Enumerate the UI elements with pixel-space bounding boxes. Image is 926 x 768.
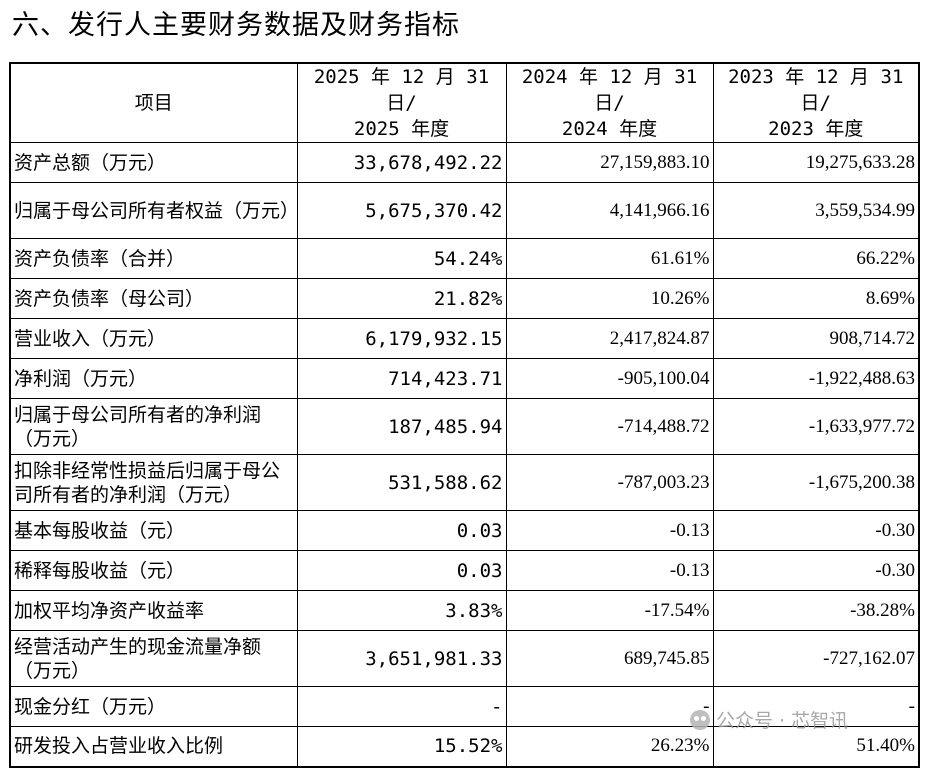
table-row: 归属于母公司所有者权益（万元） 5,675,370.42 4,141,966.1… (9, 182, 920, 239)
value-2024: 26.23% (505, 726, 714, 767)
row-label: 归属于母公司所有者权益（万元） (9, 182, 298, 239)
table-row: 资产负债率（合并） 54.24% 61.61% 66.22% (9, 238, 920, 279)
header-2024-line1: 2024 年 12 月 31 日/ (521, 66, 698, 114)
value-2024: -905,100.04 (505, 358, 714, 399)
header-item: 项目 (9, 62, 298, 143)
header-2024-line2: 2024 年度 (561, 118, 658, 140)
value-2024: 689,745.85 (505, 630, 714, 687)
value-2025: 21.82% (296, 278, 507, 319)
row-label: 经营活动产生的现金流量净额（万元） (9, 630, 298, 687)
header-2025: 2025 年 12 月 31 日/ 2025 年度 (296, 62, 507, 143)
watermark-text: 公众号 · 芯智讯 (716, 710, 849, 732)
value-2025: 531,588.62 (296, 454, 507, 511)
value-2025: 0.03 (296, 550, 507, 591)
table-row: 加权平均净资产收益率 3.83% -17.54% -38.28% (9, 590, 920, 631)
financial-data-table: 项目 2025 年 12 月 31 日/ 2025 年度 2024 年 12 月… (9, 62, 920, 768)
watermark: 公众号 · 芯智讯 (690, 706, 848, 733)
table-row: 营业收入（万元） 6,179,932.15 2,417,824.87 908,7… (9, 318, 920, 359)
table-row: 基本每股收益（元） 0.03 -0.13 -0.30 (9, 510, 920, 551)
table-row: 扣除非经常性损益后归属于母公司所有者的净利润（万元） 531,588.62 -7… (9, 454, 920, 511)
header-2024: 2024 年 12 月 31 日/ 2024 年度 (505, 62, 714, 143)
value-2024: -0.13 (505, 550, 714, 591)
table-row: 资产负债率（母公司） 21.82% 10.26% 8.69% (9, 278, 920, 319)
row-label: 资产负债率（合并） (9, 238, 298, 279)
header-2023: 2023 年 12 月 31 日/ 2023 年度 (712, 62, 920, 143)
value-2023: -1,675,200.38 (712, 454, 920, 511)
value-2025: 714,423.71 (296, 358, 507, 399)
value-2023: -0.30 (712, 550, 920, 591)
header-2023-line2: 2023 年度 (768, 118, 864, 140)
value-2025: 187,485.94 (296, 398, 507, 455)
row-label: 资产负债率（母公司） (9, 278, 298, 319)
row-label: 基本每股收益（元） (9, 510, 298, 551)
value-2024: -17.54% (505, 590, 714, 631)
value-2024: - (505, 686, 714, 727)
section-title: 六、发行人主要财务数据及财务指标 (12, 10, 460, 41)
row-label: 扣除非经常性损益后归属于母公司所有者的净利润（万元） (9, 454, 298, 511)
header-2025-line1: 2025 年 12 月 31 日/ (313, 66, 490, 114)
value-2023: -0.30 (712, 510, 920, 551)
value-2025: 3,651,981.33 (296, 630, 507, 687)
value-2023: -727,162.07 (712, 630, 920, 687)
table-header-row: 项目 2025 年 12 月 31 日/ 2025 年度 2024 年 12 月… (9, 62, 920, 143)
row-label: 归属于母公司所有者的净利润（万元） (9, 398, 298, 455)
value-2024: -0.13 (505, 510, 714, 551)
value-2025: 5,675,370.42 (296, 182, 507, 239)
value-2025: 33,678,492.22 (296, 142, 507, 183)
row-label: 资产总额（万元） (9, 142, 298, 183)
row-label: 现金分红（万元） (9, 686, 298, 727)
table-row: 现金分红（万元） - - - (9, 686, 920, 727)
value-2023: 908,714.72 (712, 318, 920, 359)
row-label: 营业收入（万元） (9, 318, 298, 359)
value-2024: 4,141,966.16 (505, 182, 714, 239)
value-2023: -1,633,977.72 (712, 398, 920, 455)
value-2025: 6,179,932.15 (296, 318, 507, 359)
value-2025: 0.03 (296, 510, 507, 551)
value-2024: 27,159,883.10 (505, 142, 714, 183)
table-row: 净利润（万元） 714,423.71 -905,100.04 -1,922,48… (9, 358, 920, 399)
value-2024: 2,417,824.87 (505, 318, 714, 359)
value-2024: -714,488.72 (505, 398, 714, 455)
table-row: 资产总额（万元） 33,678,492.22 27,159,883.10 19,… (9, 142, 920, 183)
value-2024: -787,003.23 (505, 454, 714, 511)
value-2023: -38.28% (712, 590, 920, 631)
header-2023-line1: 2023 年 12 月 31 日/ (728, 66, 904, 114)
value-2023: 3,559,534.99 (712, 182, 920, 239)
value-2024: 61.61% (505, 238, 714, 279)
table-row: 经营活动产生的现金流量净额（万元） 3,651,981.33 689,745.8… (9, 630, 920, 687)
value-2023: 66.22% (712, 238, 920, 279)
value-2025: 54.24% (296, 238, 507, 279)
value-2023: -1,922,488.63 (712, 358, 920, 399)
row-label: 加权平均净资产收益率 (9, 590, 298, 631)
row-label: 净利润（万元） (9, 358, 298, 399)
value-2025: 15.52% (296, 726, 507, 767)
row-label: 研发投入占营业收入比例 (9, 726, 298, 767)
value-2024: 10.26% (505, 278, 714, 319)
value-2025: 3.83% (296, 590, 507, 631)
header-2025-line2: 2025 年度 (353, 118, 450, 140)
table-row: 归属于母公司所有者的净利润（万元） 187,485.94 -714,488.72… (9, 398, 920, 455)
value-2023: 19,275,633.28 (712, 142, 920, 183)
value-2025: - (296, 686, 507, 727)
table-row: 稀释每股收益（元） 0.03 -0.13 -0.30 (9, 550, 920, 591)
wechat-icon (690, 709, 710, 730)
row-label: 稀释每股收益（元） (9, 550, 298, 591)
value-2023: 8.69% (712, 278, 920, 319)
